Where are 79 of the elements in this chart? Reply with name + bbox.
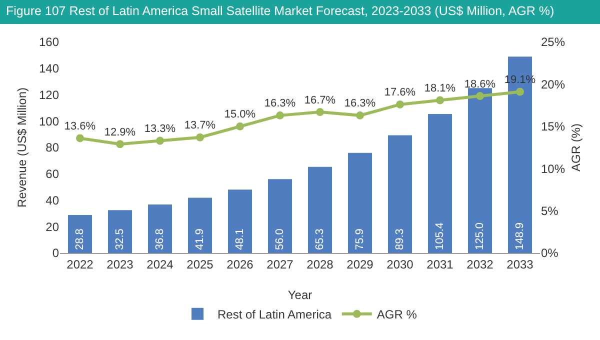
y-tick-label: 160 — [38, 35, 60, 50]
data-label: 16.3% — [264, 98, 296, 110]
x-tick-label: 2023 — [106, 257, 134, 272]
y2-tick-label: 20% — [541, 77, 566, 92]
data-label: 125.0 — [474, 222, 486, 250]
bar — [68, 215, 92, 253]
data-label: 56.0 — [274, 228, 286, 250]
point — [516, 88, 524, 96]
data-label: 16.7% — [304, 94, 336, 106]
x-tick-label: 2026 — [226, 257, 254, 272]
point — [356, 111, 364, 120]
data-label: 75.9 — [354, 228, 366, 250]
chart-title: Figure 107 Rest of Latin America Small Satellite Market Forecast, 2023-2033 (US$ Million, AGR %) — [0, 0, 600, 24]
x-tick-label: 2031 — [426, 257, 454, 272]
data-label: 41.9 — [194, 228, 206, 250]
data-label: 17.6% — [384, 86, 416, 99]
data-label: 65.3 — [314, 228, 326, 250]
bar — [308, 166, 332, 253]
y2-tick-label: 25% — [541, 35, 566, 50]
y-tick-label: 0 — [52, 246, 60, 260]
point — [196, 133, 204, 142]
data-label: 16.3% — [344, 98, 376, 110]
x-tick-label: 2029 — [346, 257, 374, 272]
bar — [228, 190, 252, 253]
x-tick-label: 2030 — [386, 257, 414, 272]
bar — [108, 210, 132, 253]
data-label: 148.9 — [514, 222, 526, 250]
x-tick-label: 2032 — [466, 257, 494, 272]
x-tick-label: 2025 — [186, 257, 214, 272]
data-label: 18.6% — [464, 78, 496, 90]
x-tick-label: 2024 — [146, 257, 174, 272]
data-label: 13.7% — [184, 120, 216, 132]
bar — [348, 152, 372, 253]
point — [76, 134, 84, 142]
y2-tick-label: 0% — [541, 246, 559, 260]
y-tick-label: 120 — [38, 88, 60, 102]
y-tick-label: 140 — [38, 62, 60, 76]
data-label: 32.5 — [114, 228, 126, 250]
point — [276, 111, 284, 120]
point — [476, 92, 484, 100]
legend-label: Rest of Latin America — [218, 308, 332, 322]
x-axis-title: Year — [288, 288, 312, 302]
point — [436, 96, 444, 104]
y-tick-label: 20 — [46, 220, 60, 234]
data-label: 48.1 — [234, 228, 246, 250]
data-label: 36.8 — [154, 228, 166, 250]
point — [236, 122, 244, 130]
data-label: 28.8 — [74, 228, 86, 250]
y-axis-title: Revenue (US$ Million) — [15, 87, 29, 208]
data-label: 18.1% — [424, 82, 456, 94]
data-label: 89.3 — [394, 228, 406, 250]
y2-axis-title: AGR (%) — [569, 123, 583, 172]
data-label: 12.9% — [104, 126, 136, 138]
x-tick-label: 2028 — [306, 257, 334, 272]
x-tick-label: 2027 — [266, 257, 294, 272]
y-tick-label: 100 — [38, 114, 60, 128]
y-tick-label: 60 — [46, 167, 60, 182]
x-tick-label: 2033 — [506, 257, 534, 272]
data-label: 13.3% — [144, 123, 176, 135]
y2-tick-label: 5% — [541, 204, 559, 218]
data-label: 13.6% — [64, 120, 96, 132]
point — [116, 140, 124, 148]
data-label: 105.4 — [434, 222, 446, 250]
y2-tick-label: 15% — [541, 120, 566, 134]
bar — [428, 114, 452, 253]
x-tick-label: 2022 — [66, 257, 94, 272]
bar — [388, 135, 412, 253]
point — [156, 136, 164, 145]
legend-label: AGR % — [376, 308, 418, 322]
point — [396, 100, 404, 108]
bar — [148, 204, 172, 253]
bar — [268, 179, 292, 253]
y2-tick-label: 10% — [541, 162, 566, 176]
point — [316, 108, 324, 116]
bar — [468, 88, 492, 253]
data-label: 15.0% — [224, 108, 256, 121]
y-tick-label: 40 — [46, 193, 60, 208]
bar — [188, 198, 212, 253]
y-tick-label: 80 — [46, 140, 60, 155]
